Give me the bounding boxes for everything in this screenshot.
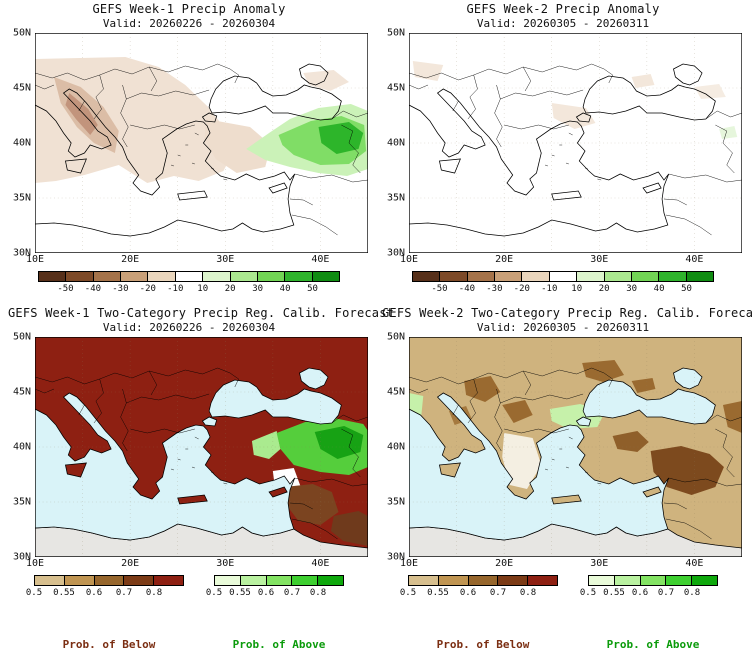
page-title: GEFS Week-1 Two-Category Precip Reg. Cal… — [8, 306, 395, 320]
prob-of-below-label: Prob. of Below — [62, 638, 156, 651]
anomaly-colorbar: -50 -40 -30 -20 -10 10 20 30 40 50 — [412, 271, 714, 297]
anomaly-colorbar: -50 -40 -30 -20 -10 10 20 30 40 50 — [38, 271, 340, 297]
prob-of-above-label: Prob. of Above — [232, 638, 326, 651]
probability-map-week1 — [35, 337, 368, 557]
panel-week1-two-category-forecast: GEFS Week-1 Two-Category Precip Reg. Cal… — [8, 306, 395, 601]
longitude-axis: 10E 20E 30E 40E — [399, 254, 704, 265]
page-title: GEFS Week-2 Precip Anomaly — [466, 2, 660, 16]
below-probability-colorbar: 0.5 0.55 0.6 0.7 0.8 — [26, 575, 184, 601]
anomaly-shading — [35, 57, 368, 183]
anomaly-map-week2 — [409, 33, 742, 253]
below-probability-colorbar: 0.5 0.55 0.6 0.7 0.8 — [400, 575, 558, 601]
page-title: GEFS Week-2 Two-Category Precip Reg. Cal… — [382, 306, 752, 320]
longitude-axis: 10E 20E 30E 40E — [25, 558, 330, 569]
latitude-axis: 50N 45N 40N 35N 30N — [12, 27, 31, 259]
grid-lines — [409, 33, 742, 253]
coastlines — [409, 63, 716, 237]
panel-week2-precip-anomaly: GEFS Week-2 Precip Anomaly Valid: 202603… — [382, 2, 744, 297]
anomaly-shading — [412, 61, 738, 139]
valid-dates: Valid: 20260305 - 20260311 — [476, 17, 650, 30]
above-probability-colorbar: 0.5 0.55 0.6 0.7 0.8 — [206, 575, 344, 601]
prob-of-below-label: Prob. of Below — [436, 638, 530, 651]
probability-map-week2 — [409, 337, 742, 557]
valid-dates: Valid: 20260226 - 20260304 — [102, 321, 276, 334]
page-title: GEFS Week-1 Precip Anomaly — [92, 2, 286, 16]
longitude-axis: 10E 20E 30E 40E — [399, 558, 704, 569]
probability-shading — [409, 360, 742, 495]
valid-dates: Valid: 20260226 - 20260304 — [102, 17, 276, 30]
probability-shading — [251, 418, 368, 546]
latitude-axis: 50N 45N 40N 35N 30N — [12, 331, 31, 563]
above-probability-colorbar: 0.5 0.55 0.6 0.7 0.8 — [580, 575, 718, 601]
anomaly-map-week1 — [35, 33, 368, 253]
panel-week1-precip-anomaly: GEFS Week-1 Precip Anomaly Valid: 202602… — [8, 2, 370, 297]
latitude-axis: 50N 45N 40N 35N 30N — [386, 27, 405, 259]
country-borders — [409, 63, 742, 236]
latitude-axis: 50N 45N 40N 35N 30N — [386, 331, 405, 563]
longitude-axis: 10E 20E 30E 40E — [25, 254, 330, 265]
prob-of-above-label: Prob. of Above — [606, 638, 700, 651]
panel-week2-two-category-forecast: GEFS Week-2 Two-Category Precip Reg. Cal… — [382, 306, 752, 601]
valid-dates: Valid: 20260305 - 20260311 — [476, 321, 650, 334]
